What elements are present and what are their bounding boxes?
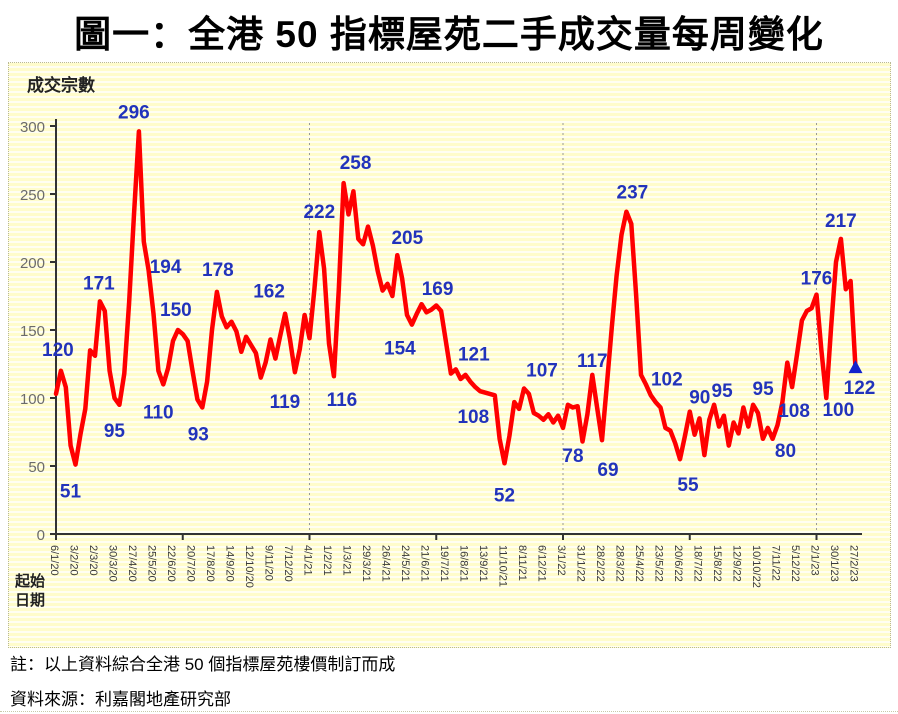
y-tick-label: 200 xyxy=(20,255,45,272)
x-date-label: 23/5/22 xyxy=(653,545,665,582)
note-data-source: 資料來源：利嘉閣地產研究部 xyxy=(10,690,231,709)
data-label: 100 xyxy=(822,400,854,421)
data-label: 69 xyxy=(597,460,618,481)
chart-svg: 0 50 100 150 200 250 300 6/1/20 3/2/20 2/3/20 30/3… xyxy=(20,102,876,588)
x-date-label: 28/3/22 xyxy=(614,545,626,582)
x-date-label: 15/8/22 xyxy=(711,545,723,582)
x-date-label: 13/9/21 xyxy=(477,545,489,582)
x-date-label: 6/1/20 xyxy=(48,545,60,576)
data-label: 162 xyxy=(253,282,285,303)
x-date-label: 1/3/21 xyxy=(341,545,353,576)
data-label: 296 xyxy=(118,102,150,123)
x-date-label: 21/6/21 xyxy=(419,545,431,582)
x-axis-title: 起始日期 xyxy=(15,573,46,609)
data-label: 95 xyxy=(712,381,734,402)
y-tick-label: 300 xyxy=(20,119,45,136)
data-label: 90 xyxy=(689,388,710,409)
data-label: 169 xyxy=(422,279,454,300)
x-date-label: 2/3/20 xyxy=(87,545,99,576)
data-label: 78 xyxy=(562,446,583,467)
x-date-label: 9/11/20 xyxy=(263,545,275,581)
data-label: 150 xyxy=(160,300,192,321)
x-date-label: 19/7/21 xyxy=(438,545,450,582)
data-label: 178 xyxy=(202,260,234,281)
data-label: 205 xyxy=(391,228,423,249)
data-label: 116 xyxy=(327,390,358,411)
x-date-label: 5/12/22 xyxy=(789,545,801,582)
y-tick-label: 150 xyxy=(20,323,45,340)
x-date-label: 26/4/21 xyxy=(380,545,392,582)
data-label: 120 xyxy=(42,340,74,361)
y-tick-label: 250 xyxy=(20,187,45,204)
x-date-label: 27/2/23 xyxy=(848,545,860,582)
page-title: 圖一：全港 50 指標屋苑二手成交量每周變化 xyxy=(74,14,824,55)
x-date-label: 29/3/21 xyxy=(360,545,372,582)
data-label: 102 xyxy=(651,369,683,390)
x-date-label: 1/2/21 xyxy=(321,545,333,576)
data-label: 55 xyxy=(677,475,699,496)
x-date-label: 3/1/22 xyxy=(555,545,567,576)
note-data-basis: 註：以上資料綜合全港 50 個指標屋苑樓價制訂而成 xyxy=(10,655,396,674)
data-label: 110 xyxy=(143,402,174,423)
data-label: 95 xyxy=(104,421,126,442)
x-date-label: 28/2/22 xyxy=(594,545,606,582)
x-date-label: 4/1/21 xyxy=(302,545,314,576)
data-label: 121 xyxy=(458,344,490,365)
chart-frame: 0 50 100 150 200 250 300 6/1/20 3/2/20 2/3/20 30/3… xyxy=(8,62,891,648)
x-date-label: 8/11/21 xyxy=(516,545,528,581)
data-label: 108 xyxy=(778,401,810,422)
x-date-label: 20/6/22 xyxy=(672,545,684,582)
x-date-label: 12/9/22 xyxy=(731,545,743,582)
data-label: 80 xyxy=(775,441,796,462)
axis xyxy=(55,119,862,535)
x-date-label: 7/12/20 xyxy=(282,545,294,582)
data-label: 171 xyxy=(83,273,115,294)
data-label: 237 xyxy=(617,183,649,204)
x-date-label: 22/6/20 xyxy=(165,545,177,582)
x-date-label: 20/7/20 xyxy=(185,545,197,582)
x-date-label: 12/10/20 xyxy=(243,545,255,588)
x-date-label: 6/12/21 xyxy=(536,545,548,582)
x-date-label: 14/9/20 xyxy=(224,545,236,582)
data-label: 95 xyxy=(753,379,775,400)
x-date-label: 31/1/22 xyxy=(575,545,587,582)
x-date-label: 17/8/20 xyxy=(204,545,216,582)
data-label: 154 xyxy=(384,339,416,360)
y-tick-label: 50 xyxy=(28,459,45,476)
data-label: 119 xyxy=(270,392,301,413)
x-date-label: 30/1/23 xyxy=(828,545,840,582)
x-date-label: 11/10/21 xyxy=(497,545,509,587)
data-label: 194 xyxy=(150,257,182,278)
last-point-marker xyxy=(848,360,863,374)
bottom-divider xyxy=(0,711,898,712)
series-line xyxy=(53,129,858,467)
x-date-label: 24/5/21 xyxy=(399,545,411,582)
data-label: 222 xyxy=(303,202,335,223)
x-date-label: 25/4/22 xyxy=(633,545,645,582)
x-date-label: 18/7/22 xyxy=(692,545,704,582)
x-date-label: 25/5/20 xyxy=(146,545,158,582)
x-date-label: 2/1/23 xyxy=(809,545,821,576)
y-tick-label: 0 xyxy=(37,527,45,544)
data-label: 108 xyxy=(457,407,489,428)
data-label: 122 xyxy=(844,378,876,399)
data-label: 52 xyxy=(494,485,515,506)
x-date-label: 27/4/20 xyxy=(126,545,138,582)
y-axis-title: 成交宗數 xyxy=(27,76,95,95)
x-date-label: 30/3/20 xyxy=(107,545,119,582)
data-label: 93 xyxy=(188,425,209,446)
data-label: 176 xyxy=(801,269,833,290)
data-label: 107 xyxy=(526,361,558,382)
x-date-label: 10/10/22 xyxy=(750,545,762,588)
x-date-label: 16/8/21 xyxy=(458,545,470,582)
x-date-label: 3/2/20 xyxy=(68,545,80,576)
y-tick-label: 100 xyxy=(20,391,45,408)
data-label: 51 xyxy=(60,482,82,503)
data-label: 258 xyxy=(340,153,372,174)
data-label: 217 xyxy=(825,211,857,232)
x-date-label: 7/11/22 xyxy=(770,545,782,581)
data-label: 117 xyxy=(577,351,608,372)
